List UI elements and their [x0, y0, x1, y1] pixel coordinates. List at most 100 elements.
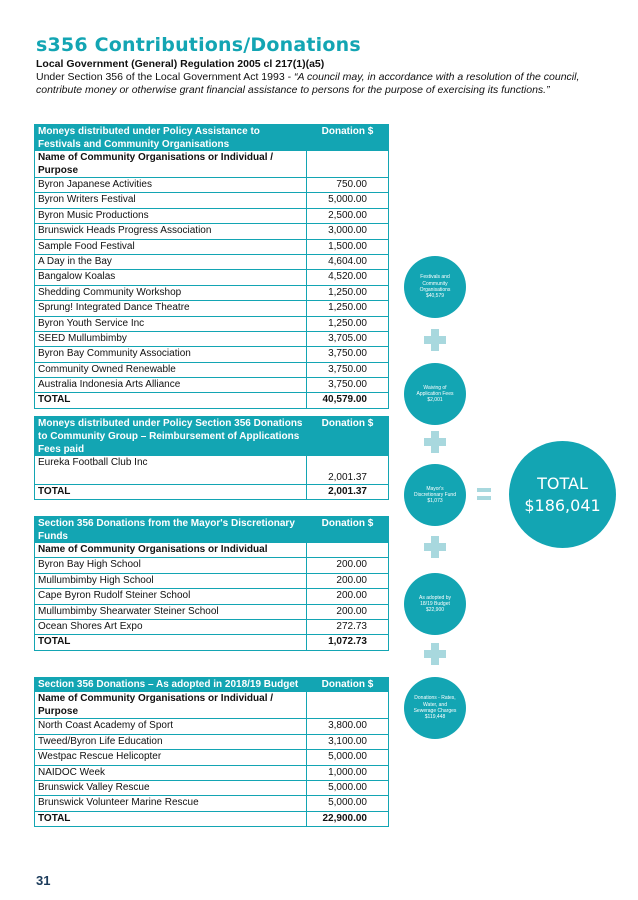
table-row: Ocean Shores Art Expo 272.73 — [34, 619, 389, 636]
circle-label: Festivals and Community Organisations $4… — [419, 274, 451, 300]
row-amount: 272.73 — [306, 619, 389, 636]
table-total-row: TOTAL 1,072.73 — [34, 634, 389, 651]
row-amount: 200.00 — [306, 588, 389, 605]
total-label: TOTAL — [34, 392, 307, 409]
plus-icon — [424, 329, 446, 351]
table-total-row: TOTAL 2,001.37 — [34, 484, 389, 501]
row-name: Ocean Shores Art Expo — [34, 619, 307, 636]
page-number: 31 — [36, 873, 51, 888]
donation-heading: Donation $ — [306, 677, 389, 693]
table-subheader-row: Name of Community Organisations or Indiv… — [34, 151, 389, 178]
table-fee-reimbursement: Moneys distributed under Policy Section … — [34, 416, 389, 501]
row-amount: 1,250.00 — [306, 285, 389, 302]
row-amount: 1,250.00 — [306, 300, 389, 317]
row-name: North Coast Academy of Sport — [34, 718, 307, 735]
table-row: Cape Byron Rudolf Steiner School 200.00 — [34, 588, 389, 605]
total-label: TOTAL — [34, 811, 307, 828]
table-row: SEED Mullumbimby 3,705.00 — [34, 331, 389, 348]
row-amount: 4,520.00 — [306, 269, 389, 286]
intro-paragraph: Under Section 356 of the Local Governmen… — [36, 71, 596, 97]
table-heading: Section 356 Donations from the Mayor's D… — [34, 516, 307, 543]
equals-icon — [477, 488, 491, 500]
row-name: SEED Mullumbimby — [34, 331, 307, 348]
row-amount: 4,604.00 — [306, 254, 389, 271]
table-row: Brunswick Valley Rescue 5,000.00 — [34, 780, 389, 797]
plus-icon — [424, 431, 446, 453]
row-amount: 1,000.00 — [306, 765, 389, 781]
row-name: Bangalow Koalas — [34, 269, 307, 286]
row-name: Byron Youth Service Inc — [34, 316, 307, 332]
row-amount: 2,500.00 — [306, 208, 389, 225]
table-row: Sprung! Integrated Dance Theatre 1,250.00 — [34, 300, 389, 317]
row-amount: 200.00 — [306, 604, 389, 620]
table-row: Community Owned Renewable 3,750.00 — [34, 362, 389, 379]
empty-cell — [306, 151, 389, 178]
table-row: Byron Music Productions 2,500.00 — [34, 208, 389, 225]
total-circle-value: $186,041 — [524, 495, 601, 515]
row-amount: 200.00 — [306, 557, 389, 574]
circle-label: Donations - Rates, Water, and Sewerage C… — [413, 695, 457, 721]
table-total-row: TOTAL 22,900.00 — [34, 811, 389, 828]
table-row: Byron Writers Festival 5,000.00 — [34, 192, 389, 209]
circle-mayors-fund: Mayor's Discretionary Fund $1,073 — [404, 464, 466, 526]
page-title: s356 Contributions/Donations — [36, 34, 361, 56]
row-name: Eureka Football Club Inc — [34, 456, 307, 485]
circle-label: As adopted by 18/19 Budget $22,900 — [419, 594, 451, 614]
table-row: Australia Indonesia Arts Alliance 3,750.0… — [34, 377, 389, 394]
empty-cell — [306, 543, 389, 559]
column-subheading: Name of Community Organisations or Indiv… — [34, 692, 307, 720]
table-heading: Section 356 Donations – As adopted in 20… — [34, 677, 307, 693]
row-name: Westpac Rescue Helicopter — [34, 749, 307, 766]
row-amount: 3,750.00 — [306, 346, 389, 363]
donation-heading: Donation $ — [306, 416, 389, 456]
column-subheading: Name of Community Organisations or Indiv… — [34, 151, 307, 178]
total-label: TOTAL — [34, 634, 307, 651]
table-total-row: TOTAL 40,579.00 — [34, 392, 389, 409]
total-label: TOTAL — [34, 484, 307, 501]
table-row: Brunswick Heads Progress Association 3,00… — [34, 223, 389, 240]
row-name: Byron Writers Festival — [34, 192, 307, 209]
row-amount: 200.00 — [306, 573, 389, 590]
intro-quote: “A council may, in accordance with a res… — [36, 71, 580, 96]
total-circle-label: TOTAL — [537, 473, 588, 493]
table-subheader-row: Name of Community Organisations or Indiv… — [34, 543, 389, 559]
table-row: Mullumbimby High School 200.00 — [34, 573, 389, 590]
column-subheading: Name of Community Organisations or Indiv… — [34, 543, 307, 559]
table-body: Byron Japanese Activities 750.00 Byron Wri… — [34, 177, 389, 394]
table-row: Westpac Rescue Helicopter 5,000.00 — [34, 749, 389, 766]
row-name: NAIDOC Week — [34, 765, 307, 781]
row-amount: 3,750.00 — [306, 377, 389, 394]
row-name: Byron Bay High School — [34, 557, 307, 574]
table-row: Byron Japanese Activities 750.00 — [34, 177, 389, 194]
row-name: Mullumbimby Shearwater Steiner School — [34, 604, 307, 620]
table-row: Brunswick Volunteer Marine Rescue 5,000.0… — [34, 795, 389, 812]
total-value: 40,579.00 — [306, 392, 389, 409]
circle-label: Waiving of Application Fees $2,001 — [416, 384, 454, 404]
table-festivals: Moneys distributed under Policy Assistan… — [34, 124, 389, 409]
table-subheader-row: Name of Community Organisations or Indiv… — [34, 692, 389, 720]
table-row: Byron Bay High School 200.00 — [34, 557, 389, 574]
table-budget-donations: Section 356 Donations – As adopted in 20… — [34, 677, 389, 828]
table-header-row: Section 356 Donations from the Mayor's D… — [34, 516, 389, 543]
row-name: Tweed/Byron Life Education — [34, 734, 307, 751]
row-amount: 750.00 — [306, 177, 389, 194]
table-row: Sample Food Festival 1,500.00 — [34, 239, 389, 255]
total-value: 22,900.00 — [306, 811, 389, 828]
row-amount: 5,000.00 — [306, 749, 389, 766]
total-value: 1,072.73 — [306, 634, 389, 651]
row-name: Australia Indonesia Arts Alliance — [34, 377, 307, 394]
empty-cell — [306, 692, 389, 720]
row-name: Sprung! Integrated Dance Theatre — [34, 300, 307, 317]
table-row: Eureka Football Club Inc 2,001.37 — [34, 456, 389, 485]
table-row: Shedding Community Workshop 1,250.00 — [34, 285, 389, 302]
table-body: Byron Bay High School 200.00 Mullumbimby H… — [34, 557, 389, 636]
table-row: Mullumbimby Shearwater Steiner School 200… — [34, 604, 389, 620]
circle-label: Mayor's Discretionary Fund $1,073 — [414, 485, 456, 505]
plus-icon — [424, 643, 446, 665]
row-amount: 3,000.00 — [306, 223, 389, 240]
row-amount: 2,001.37 — [306, 456, 389, 485]
regulation-subtitle: Local Government (General) Regulation 20… — [36, 58, 325, 70]
table-row: NAIDOC Week 1,000.00 — [34, 765, 389, 781]
row-name: A Day in the Bay — [34, 254, 307, 271]
table-row: A Day in the Bay 4,604.00 — [34, 254, 389, 271]
